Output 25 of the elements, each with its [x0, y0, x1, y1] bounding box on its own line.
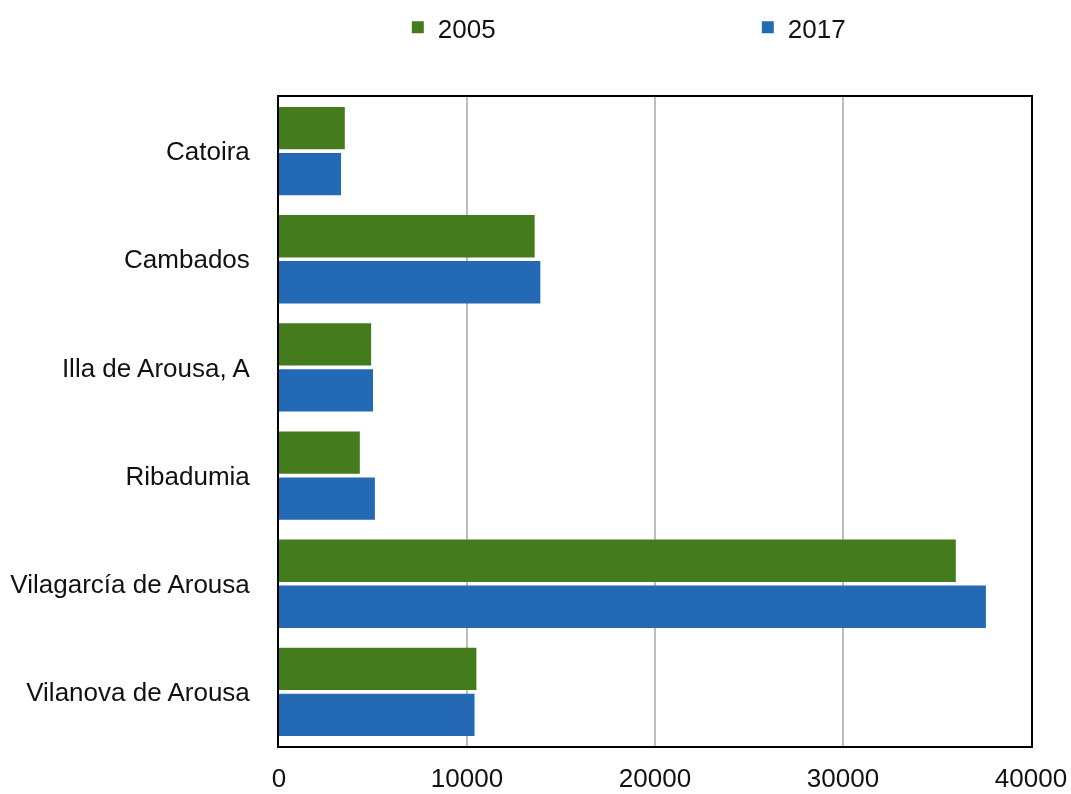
bar	[279, 431, 360, 474]
x-tick-label: 20000	[618, 763, 692, 794]
bar	[279, 152, 342, 196]
legend-label: 2017	[787, 13, 846, 44]
y-tick-label: Ribadumia	[125, 460, 251, 491]
x-tick-label: 0	[271, 763, 287, 794]
bar	[279, 261, 541, 304]
x-tick-label: 10000	[430, 763, 504, 794]
bar	[279, 647, 477, 691]
bar	[279, 106, 345, 150]
x-tick-label: 30000	[806, 763, 880, 794]
bar	[279, 693, 475, 737]
bar	[279, 477, 375, 520]
bar	[279, 539, 956, 582]
bar	[279, 369, 373, 412]
y-tick-label: Illa de Arousa, A	[61, 352, 251, 383]
x-tick-label: 40000	[994, 763, 1068, 794]
y-tick-label: Catoira	[165, 136, 251, 167]
legend-label: 2005	[437, 13, 496, 44]
bar	[279, 323, 372, 366]
y-tick-label: Vilagarcía de Arousa	[10, 568, 251, 599]
bar	[279, 585, 986, 628]
y-tick-label: Cambados	[124, 244, 250, 275]
y-tick-label: Vilanova de Arousa	[26, 677, 251, 708]
bar	[279, 215, 535, 258]
